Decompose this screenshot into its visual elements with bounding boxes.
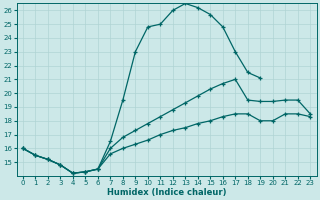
X-axis label: Humidex (Indice chaleur): Humidex (Indice chaleur) <box>107 188 226 197</box>
